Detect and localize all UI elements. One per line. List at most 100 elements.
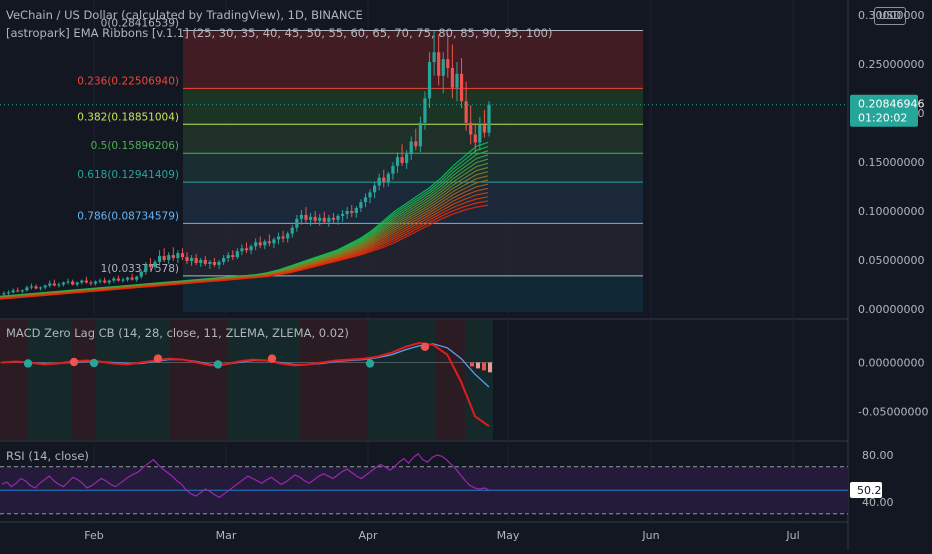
candle-body xyxy=(144,264,148,272)
candle-body xyxy=(318,217,322,221)
candle-body xyxy=(373,185,377,193)
candle-body xyxy=(162,256,166,260)
candle-body xyxy=(48,283,52,286)
price-axis-tick: 0.00000000 xyxy=(858,303,924,316)
candle-body xyxy=(20,290,24,292)
macd-background-zone xyxy=(95,320,170,440)
fib-zone xyxy=(183,153,643,183)
candle-body xyxy=(363,197,368,203)
bar-countdown-label: 01:20:02 xyxy=(858,112,907,125)
candle-body xyxy=(57,284,61,286)
candle-body xyxy=(409,141,413,155)
price-axis-tick: 0.25000000 xyxy=(858,58,924,71)
candle-body xyxy=(34,286,38,289)
candle-body xyxy=(240,248,244,252)
currency-badge[interactable]: USD xyxy=(874,7,906,25)
candle-body xyxy=(189,258,194,261)
candle-body xyxy=(313,216,317,221)
candle-body xyxy=(121,279,125,281)
macd-background-zone xyxy=(228,320,300,440)
candle-body xyxy=(455,73,459,88)
macd-cross-dot xyxy=(213,360,223,369)
fib-level-label: 0.382(0.18851004) xyxy=(77,111,179,123)
macd-background-zone xyxy=(72,320,95,440)
rsi-value-label-bg xyxy=(850,482,882,499)
candle-body xyxy=(400,157,404,163)
candle-body xyxy=(359,202,363,209)
macd-histogram-bar xyxy=(470,362,474,367)
candle-body xyxy=(254,242,258,247)
candle-body xyxy=(336,215,340,220)
candle-body xyxy=(427,62,432,99)
candle-body xyxy=(130,277,134,280)
price-axis-tick: 0.10000000 xyxy=(858,205,924,218)
candle-body xyxy=(217,261,221,265)
candle-body xyxy=(194,258,198,263)
candle-body xyxy=(6,292,11,294)
macd-histogram-bar xyxy=(476,362,480,369)
candle-body xyxy=(450,67,454,88)
candle-body xyxy=(116,278,120,281)
candle-body xyxy=(446,59,450,68)
candle-body xyxy=(437,52,441,76)
candle-body xyxy=(148,264,153,267)
candle-body xyxy=(199,260,203,263)
candle-body xyxy=(176,253,180,259)
candle-body xyxy=(263,241,267,246)
macd-line xyxy=(1,341,490,428)
candle-body xyxy=(39,287,43,289)
current-price-label: 0.20846946 xyxy=(858,98,924,111)
candle-body xyxy=(482,124,487,133)
macd-background-zone xyxy=(0,320,28,440)
candle-body xyxy=(139,271,143,277)
candle-body xyxy=(304,214,308,220)
macd-cross-dot xyxy=(420,342,430,352)
candle-body xyxy=(157,256,162,262)
candle-body xyxy=(423,98,427,123)
candle-body xyxy=(231,255,235,258)
candle-body xyxy=(382,177,386,182)
candle-body xyxy=(203,260,207,264)
candle-body xyxy=(43,285,47,288)
macd-histogram-bar xyxy=(482,362,486,371)
candle-body xyxy=(272,239,276,244)
candle-body xyxy=(167,255,171,260)
candle-body xyxy=(377,177,381,186)
macd-cross-dot xyxy=(89,358,99,368)
candle-body xyxy=(16,290,20,292)
candle-body xyxy=(11,290,15,293)
candle-body xyxy=(103,280,107,283)
candle-body xyxy=(29,286,34,288)
candle-body xyxy=(89,282,93,284)
candle-body xyxy=(208,261,212,264)
candle-body xyxy=(61,282,66,285)
candle-body xyxy=(441,59,445,76)
fib-level-label: 0.236(0.22506940) xyxy=(77,75,179,87)
candle-body xyxy=(267,241,271,244)
candle-body xyxy=(98,280,102,282)
candle-body xyxy=(299,214,304,219)
candle-body xyxy=(222,258,226,262)
candle-body xyxy=(286,233,290,239)
candle-body xyxy=(308,216,313,220)
time-axis-label: Apr xyxy=(358,529,378,542)
time-axis-label: Feb xyxy=(84,529,103,542)
candle-body xyxy=(249,246,253,251)
candle-body xyxy=(80,280,84,283)
candle-body xyxy=(350,211,354,213)
candle-body xyxy=(244,248,249,251)
rsi-axis-tick: 40.00 xyxy=(862,496,894,509)
ema-ribbon-line xyxy=(0,204,489,300)
candle-body xyxy=(185,257,189,261)
candle-body xyxy=(171,255,175,259)
candle-body xyxy=(52,283,56,286)
fib-zone xyxy=(183,30,643,89)
candle-body xyxy=(180,253,185,258)
macd-cross-dot xyxy=(267,354,277,363)
fib-zone xyxy=(183,124,643,154)
candle-body xyxy=(290,227,294,234)
candle-body xyxy=(66,281,70,283)
price-axis-tick: 0.15000000 xyxy=(858,156,924,169)
candle-body xyxy=(473,134,477,143)
